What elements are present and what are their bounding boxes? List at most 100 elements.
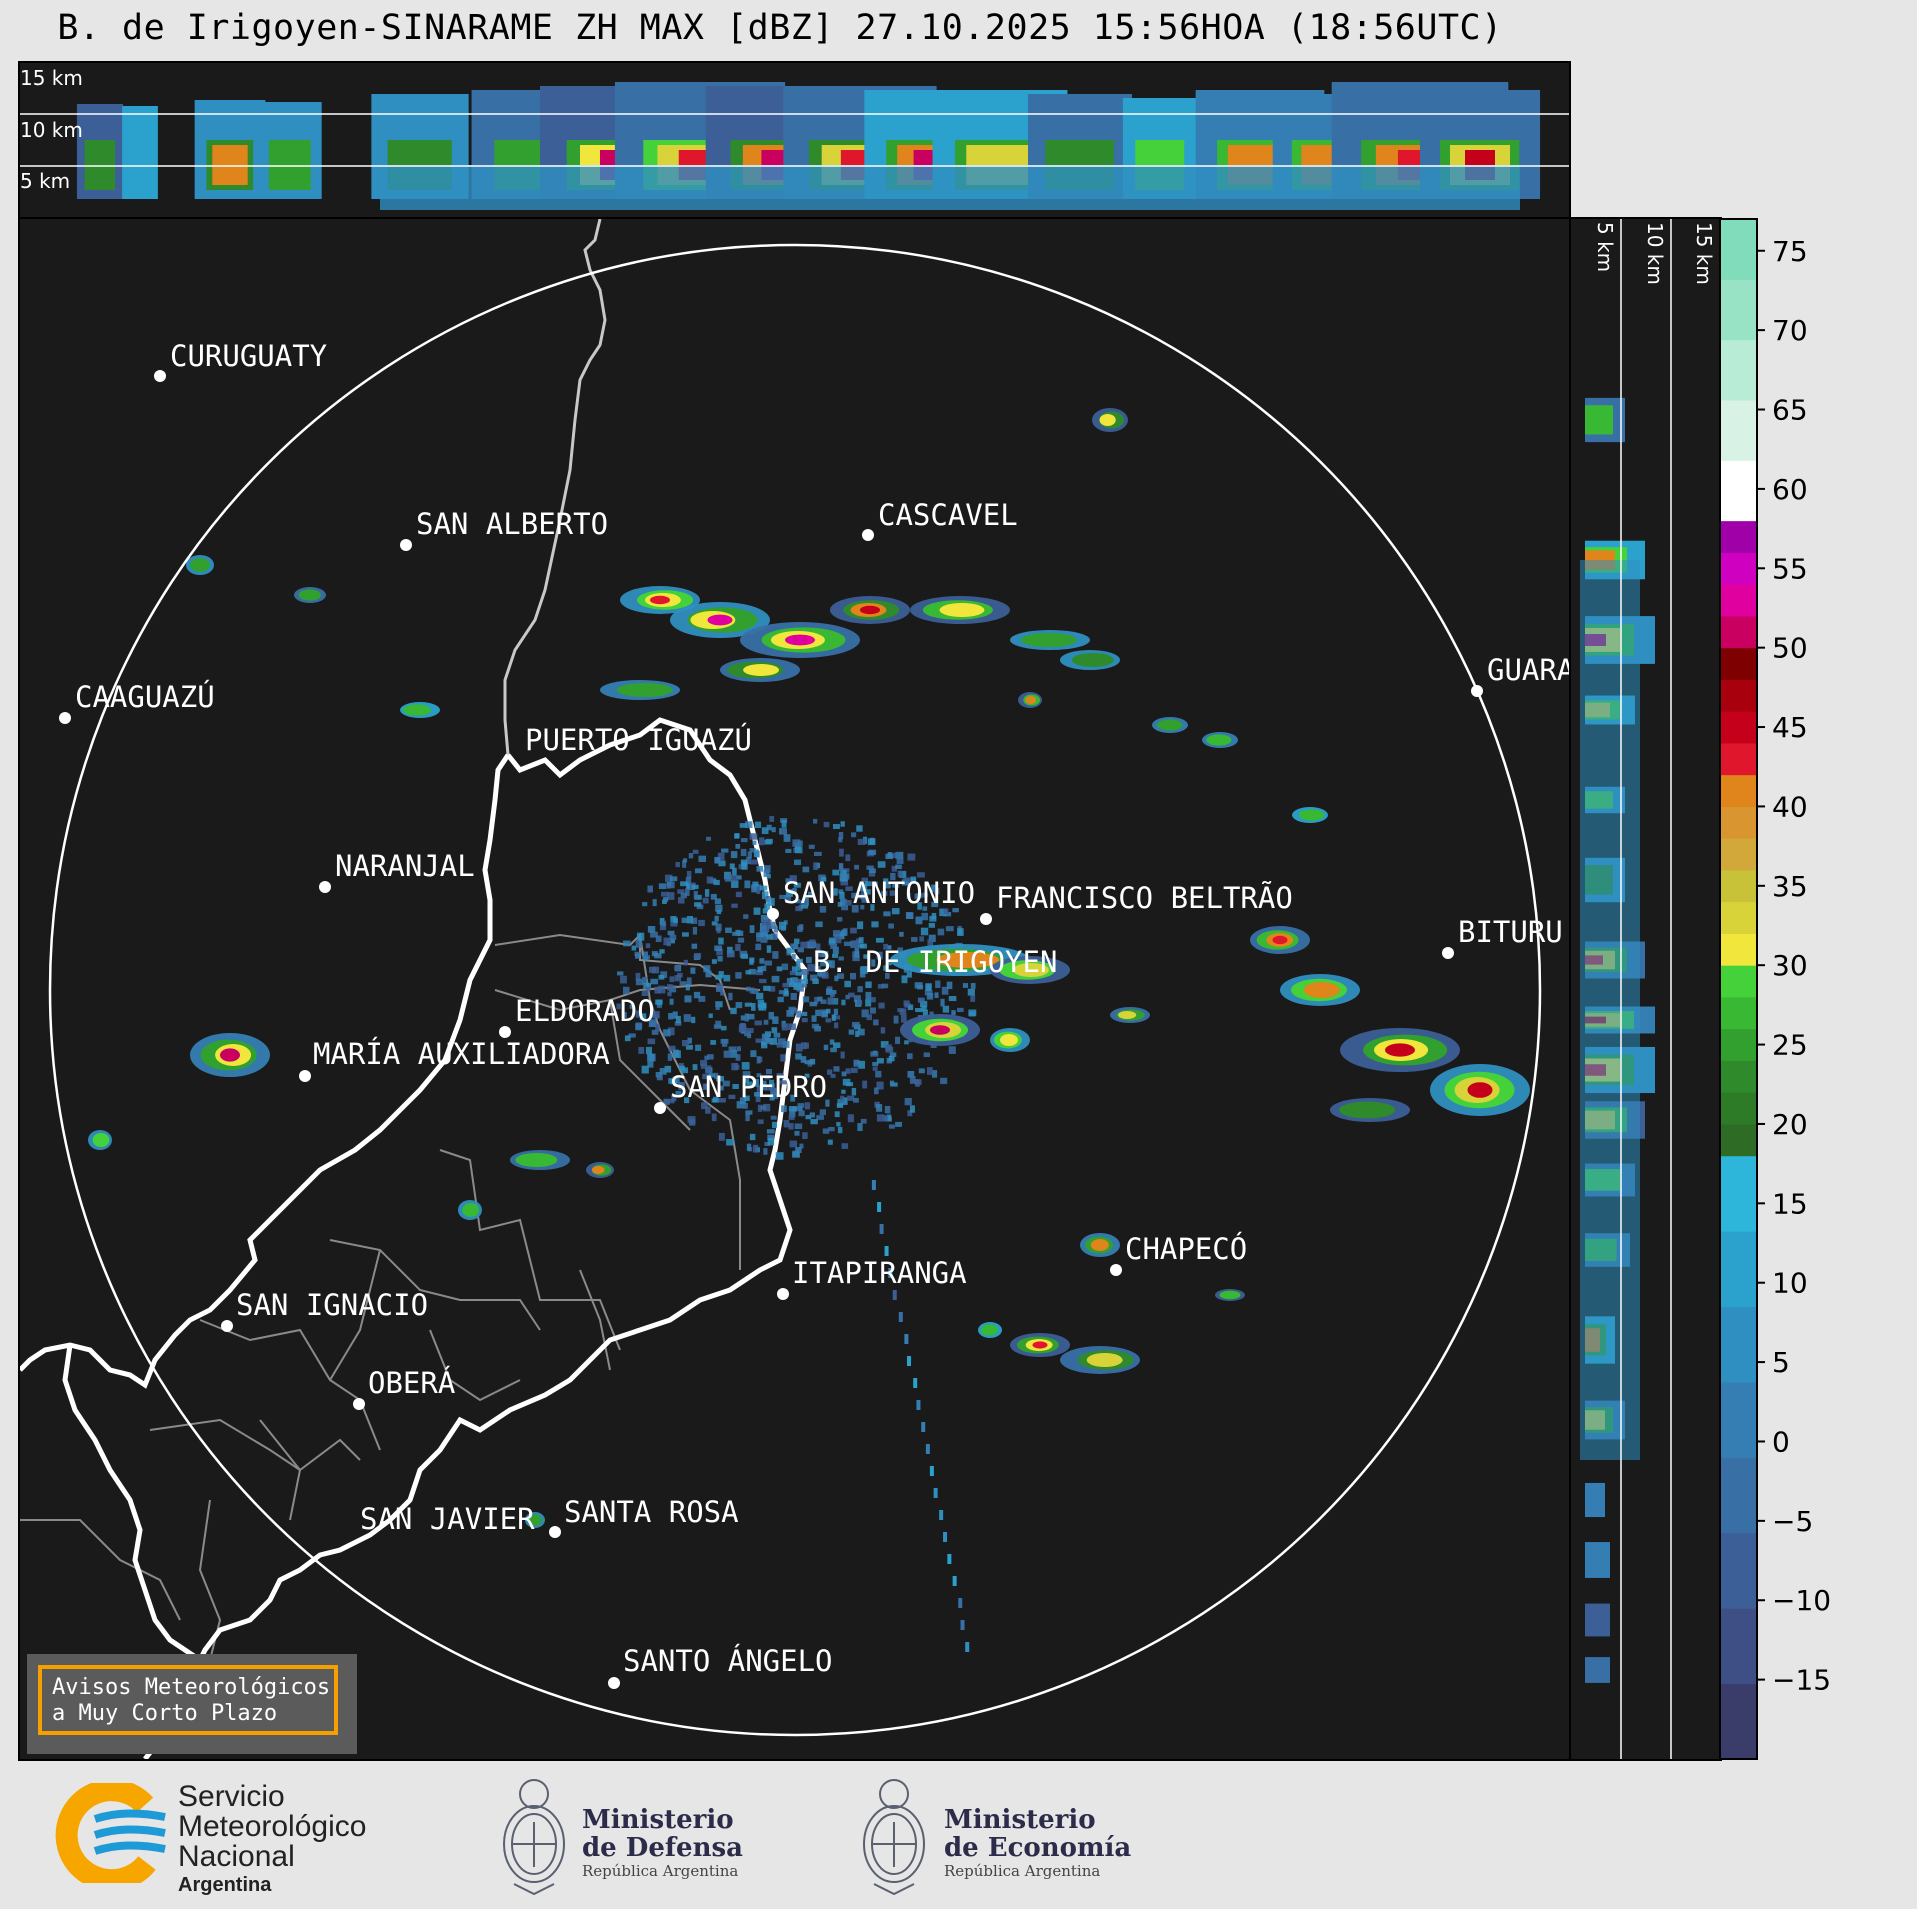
notice-box[interactable]: Avisos Meteorológicos a Muy Corto Plazo (27, 1654, 357, 1754)
colorbar-tick-label: 55 (1772, 552, 1808, 585)
colorbar-band-segment (1720, 1532, 1757, 1609)
colorbar-tick-label: 45 (1772, 711, 1808, 744)
colorbar-tick-label: −5 (1772, 1505, 1813, 1538)
colorbar-tick-label: 10 (1772, 1267, 1808, 1300)
colorbar-band-segment (1720, 1683, 1757, 1760)
city-chapeco: CHAPECÓ (1110, 1232, 1247, 1276)
colorbar-band-segment (1720, 774, 1757, 807)
smn-logo-icon (55, 1783, 166, 1883)
city-santa-rosa: SANTA ROSA (549, 1495, 739, 1538)
colorbar-band-segment (1720, 679, 1757, 712)
svg-text:BITURU: BITURU (1458, 915, 1563, 949)
notice-line-2: a Muy Corto Plazo (52, 1701, 278, 1726)
city-guara: GUARA (1471, 653, 1570, 697)
economia-seal-icon (863, 1779, 925, 1896)
colorbar-band-segment (1720, 615, 1757, 649)
smn-line-4: Argentina (178, 1874, 272, 1896)
svg-text:SAN ALBERTO: SAN ALBERTO (416, 507, 608, 541)
colorbar-band-segment (1720, 1155, 1757, 1232)
colorbar-band-segment (1720, 339, 1757, 401)
economia-text: Ministerio de Economía República Argenti… (944, 1806, 1131, 1880)
svg-text:MARÍA AUXILIADORA: MARÍA AUXILIADORA (313, 1037, 610, 1071)
city-san-antonio: SAN ANTONIO (767, 876, 975, 920)
city-puerto-iguazu: PUERTO IGUAZÚ (525, 723, 752, 757)
side-km-label-15: 15 km (1692, 222, 1716, 285)
colorbar-band-segment (1720, 838, 1757, 871)
notice-line-1: Avisos Meteorológicos (52, 1675, 331, 1700)
economia-line-2: de Economía (944, 1833, 1132, 1863)
defensa-line-3: República Argentina (582, 1862, 739, 1880)
radar-echoes (88, 408, 1530, 1652)
colorbar-tick-label: 0 (1772, 1425, 1790, 1458)
colorbar-band-segment (1720, 1608, 1757, 1685)
colorbar-band-segment (1720, 1060, 1757, 1093)
map-title: B. de Irigoyen-SINARAME ZH MAX [dBZ] 27.… (57, 8, 1503, 48)
smn-line-3: Nacional (178, 1840, 295, 1873)
side-km-label-5: 5 km (1593, 222, 1617, 272)
side-km-label-10: 10 km (1643, 222, 1667, 285)
city-naranjal: NARANJAL (319, 849, 475, 893)
colorbar-tick-label: 5 (1772, 1346, 1790, 1379)
economia-line-3: República Argentina (944, 1862, 1101, 1880)
colorbar-band-segment (1720, 552, 1757, 585)
colorbar-band-segment (1720, 1457, 1757, 1534)
city-obera: OBERÁ (353, 1366, 455, 1410)
city-b-de-irigoyen: B. DE IRIGOYEN (813, 945, 1057, 979)
colorbar-band-segment (1720, 1306, 1757, 1383)
defensa-line-2: de Defensa (582, 1833, 743, 1863)
svg-text:CHAPECÓ: CHAPECÓ (1125, 1232, 1247, 1266)
svg-text:OBERÁ: OBERÁ (368, 1366, 455, 1400)
svg-text:SANTO ÁNGELO: SANTO ÁNGELO (623, 1644, 833, 1678)
svg-text:B. DE IRIGOYEN: B. DE IRIGOYEN (813, 945, 1057, 979)
city-santo-angelo: SANTO ÁNGELO (608, 1644, 833, 1689)
top-section-echoes (76, 82, 1541, 210)
city-san-alberto: SAN ALBERTO (400, 507, 608, 551)
colorbar-tick-label: −10 (1772, 1584, 1831, 1617)
defensa-line-1: Ministerio (582, 1805, 734, 1835)
smn-line-1: Servicio (178, 1780, 285, 1813)
colorbar-band-segment (1720, 1231, 1757, 1308)
smn-line-2: Meteorológico (178, 1810, 367, 1843)
paraguay-border (503, 219, 607, 756)
svg-text:PUERTO IGUAZÚ: PUERTO IGUAZÚ (525, 723, 752, 757)
economia-line-1: Ministerio (944, 1805, 1096, 1835)
colorbar-band-segment (1720, 647, 1757, 680)
city-itapiranga: ITAPIRANGA (777, 1256, 967, 1300)
top-km-label-15: 15 km (20, 66, 83, 90)
colorbar-band-segment (1720, 901, 1757, 934)
colorbar-band-segment (1720, 520, 1757, 553)
svg-text:SAN JAVIER: SAN JAVIER (360, 1502, 535, 1536)
svg-text:CURUGUATY: CURUGUATY (170, 339, 327, 373)
city-maria-auxiliadora: MARÍA AUXILIADORA (299, 1037, 610, 1082)
colorbar-band-segment (1720, 279, 1757, 341)
side-section-panel: 5 km 10 km 15 km (1569, 217, 1722, 1761)
svg-text:FRANCISCO BELTRÃO: FRANCISCO BELTRÃO (996, 881, 1293, 915)
brazil-border (143, 717, 808, 1759)
colorbar-band-segment (1720, 742, 1757, 776)
colorbar-band-segment (1720, 965, 1757, 998)
top-km-label-10: 10 km (20, 118, 83, 142)
city-cascavel: CASCAVEL (862, 498, 1018, 541)
colorbar-band-segment (1720, 584, 1757, 617)
colorbar-band-segment (1720, 1123, 1757, 1157)
colorbar-band-segment (1720, 996, 1757, 1030)
colorbar-tick-label: 70 (1772, 314, 1808, 347)
colorbar-band-segment (1720, 399, 1757, 461)
colorbar-band-segment (1720, 869, 1757, 903)
colorbar-tick-label: 20 (1772, 1108, 1808, 1141)
svg-text:CAAGUAZÚ: CAAGUAZÚ (75, 680, 215, 714)
colorbar-tick-label: 35 (1772, 870, 1808, 903)
colorbar-bands (1720, 219, 1757, 1760)
colorbar-tick-label: 30 (1772, 949, 1808, 982)
svg-text:SAN ANTONIO: SAN ANTONIO (783, 876, 975, 910)
defensa-seal-icon (503, 1779, 565, 1896)
smn-logo-text: Servicio Meteorológico Nacional Argentin… (178, 1780, 367, 1897)
colorbar-tick-label: 50 (1772, 632, 1808, 665)
colorbar-band-segment (1720, 219, 1757, 280)
range-ring (48, 243, 1542, 1737)
city-curuguaty: CURUGUATY (154, 339, 327, 382)
svg-text:ELDORADO: ELDORADO (515, 994, 655, 1028)
colorbar-band-segment (1720, 1092, 1757, 1125)
colorbar-tick-label: 65 (1772, 394, 1808, 427)
